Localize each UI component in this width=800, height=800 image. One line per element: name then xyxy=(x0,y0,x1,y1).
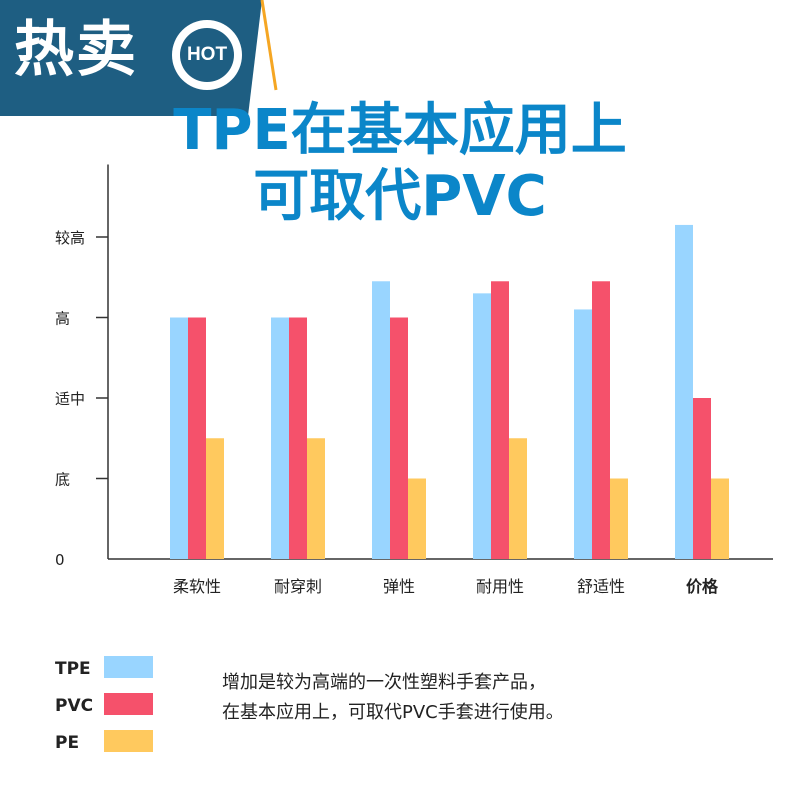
bar-pvc xyxy=(592,281,610,559)
bar-tpe xyxy=(473,293,491,559)
bar-pvc xyxy=(693,398,711,559)
bar-tpe xyxy=(271,317,289,559)
y-tick-label: 0 xyxy=(55,551,65,569)
banner-accent-stripe xyxy=(260,0,278,91)
x-tick-label: 弹性 xyxy=(383,577,415,596)
bar-pe xyxy=(509,438,527,559)
bar-pvc xyxy=(188,317,206,559)
bar-tpe xyxy=(372,281,390,559)
bar-tpe xyxy=(675,224,693,560)
legend-swatch-tpe xyxy=(104,656,153,678)
x-tick-label: 价格 xyxy=(686,577,719,596)
bar-tpe xyxy=(574,309,592,559)
x-tick-label: 耐用性 xyxy=(476,577,524,596)
hot-badge-label: HOT xyxy=(180,28,234,82)
hot-label: 热卖 xyxy=(14,15,138,85)
hot-badge: HOT xyxy=(172,20,242,90)
x-tick-label: 耐穿刺 xyxy=(274,577,322,596)
bar-pvc xyxy=(491,281,509,559)
bar-pe xyxy=(307,438,325,559)
legend-swatch-pe xyxy=(104,730,153,752)
legend-label-pvc: PVC xyxy=(55,696,93,716)
legend-label-pe: PE xyxy=(55,733,79,753)
chart-legend: TPE PVC PE xyxy=(55,656,153,753)
bar-pe xyxy=(711,478,729,559)
legend-label-tpe: TPE xyxy=(55,659,91,679)
description-line-1: 增加是较为高端的一次性塑料手套产品， xyxy=(222,672,546,693)
y-tick-label: 适中 xyxy=(55,390,85,408)
y-tick-label: 高 xyxy=(55,310,70,328)
y-tick-label: 较高 xyxy=(55,229,85,247)
bar-pe xyxy=(408,478,426,559)
chart-bars xyxy=(170,224,729,560)
description-line-2: 在基本应用上，可取代PVC手套进行使用。 xyxy=(222,702,564,723)
x-tick-label: 舒适性 xyxy=(577,577,625,596)
legend-swatch-pvc xyxy=(104,693,153,715)
bar-pe xyxy=(206,438,224,559)
title-line-2: 可取代PVC xyxy=(253,164,547,229)
bar-pvc xyxy=(390,317,408,559)
title-line-1: TPE在基本应用上 xyxy=(173,98,627,163)
bar-pe xyxy=(610,478,628,559)
bar-tpe xyxy=(170,317,188,559)
x-tick-label: 柔软性 xyxy=(173,577,221,596)
bar-pvc xyxy=(289,317,307,559)
description-text: 增加是较为高端的一次性塑料手套产品， 在基本应用上，可取代PVC手套进行使用。 xyxy=(222,668,564,728)
page-title: TPE在基本应用上 可取代PVC xyxy=(0,98,800,230)
y-tick-label: 底 xyxy=(55,471,70,489)
